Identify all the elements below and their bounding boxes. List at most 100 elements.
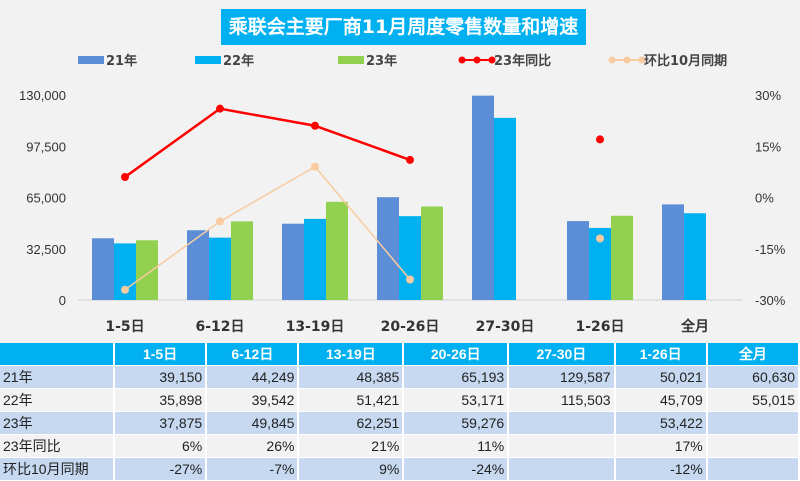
table-cell: 53,171 xyxy=(403,388,510,412)
row-label: 23年同比 xyxy=(0,434,115,458)
table-cell xyxy=(706,434,800,458)
bar-23年 xyxy=(326,201,348,300)
bar-22年 xyxy=(304,218,326,300)
legend-swatch xyxy=(78,56,104,64)
row-label xyxy=(0,343,115,366)
table-cell: -24% xyxy=(403,457,510,481)
data-table: 1-5日 6-12日 13-19日 20-26日 27-30日 1-26日 全月 21年 39,… xyxy=(0,343,800,481)
bar-22年 xyxy=(209,237,231,300)
table-cell xyxy=(706,457,800,481)
bar-22年 xyxy=(684,213,706,300)
point-环比10月同期 xyxy=(216,217,224,226)
x-tick-label: 6-12日 xyxy=(195,319,244,335)
legend-marker xyxy=(623,56,631,64)
table-cell: 37,875 xyxy=(114,411,208,435)
table-cell: 1-5日 xyxy=(114,343,208,366)
table-cell xyxy=(508,411,616,435)
table-cell: 21% xyxy=(298,434,405,458)
point-环比10月同期 xyxy=(596,234,604,243)
table-cell: 27-30日 xyxy=(508,343,616,366)
line-环比10月同期 xyxy=(124,165,411,291)
table-cell: 50,021 xyxy=(614,365,708,389)
point-环比10月同期 xyxy=(311,162,319,171)
bar-21年 xyxy=(472,95,494,300)
table-cell: 6-12日 xyxy=(206,343,300,366)
bar-23年 xyxy=(231,221,253,300)
table-cell: 45,709 xyxy=(614,388,708,412)
table-cell: 13-19日 xyxy=(298,343,405,366)
legend-marker xyxy=(473,56,481,64)
table-cell: 6% xyxy=(114,434,208,458)
table-cell xyxy=(706,411,800,435)
table-cell: 39,542 xyxy=(206,388,300,412)
table-cell: 26% xyxy=(206,434,300,458)
table-cell: 53,422 xyxy=(614,411,708,435)
point-23年同比 xyxy=(311,121,319,130)
table-row: 环比10月同期 -27% -7% 9% -24% -12% xyxy=(0,457,800,481)
legend-label: 21年 xyxy=(106,53,137,69)
x-tick-label: 1-26日 xyxy=(575,319,624,335)
table-cell: 49,845 xyxy=(206,411,300,435)
point-环比10月同期 xyxy=(121,285,129,294)
bar-22年 xyxy=(494,117,516,300)
chart-title: 乘联会主要厂商11月周度零售数量和增速 xyxy=(221,9,586,45)
table-cell: 20-26日 xyxy=(403,343,510,366)
table-cell: 11% xyxy=(403,434,510,458)
legend-marker xyxy=(638,56,646,64)
legend-label: 23年 xyxy=(366,53,397,69)
table-cell: 9% xyxy=(298,457,405,481)
table-cell: 39,150 xyxy=(114,365,208,389)
table-cell: 48,385 xyxy=(298,365,405,389)
legend-swatch xyxy=(195,56,221,64)
table-cell: 62,251 xyxy=(298,411,405,435)
table-cell xyxy=(508,434,616,458)
line-23年同比 xyxy=(124,107,411,179)
table-cell: -7% xyxy=(206,457,300,481)
table-cell: 65,193 xyxy=(403,365,510,389)
bar-23年 xyxy=(611,215,633,300)
bar-22年 xyxy=(399,216,421,300)
y-tick-label: 97,500 xyxy=(26,139,66,154)
point-23年同比 xyxy=(121,173,129,181)
table-cell: -12% xyxy=(614,457,708,481)
row-label: 环比10月同期 xyxy=(0,457,115,481)
legend-label: 22年 xyxy=(223,53,254,69)
y2-tick-label: -15% xyxy=(755,242,786,257)
table-header: 1-5日 6-12日 13-19日 20-26日 27-30日 1-26日 全月 xyxy=(0,343,800,366)
bar-21年 xyxy=(377,197,399,300)
bar-22年 xyxy=(589,227,611,300)
y2-tick-label: 15% xyxy=(755,139,781,154)
x-tick-label: 20-26日 xyxy=(381,319,440,335)
row-label: 22年 xyxy=(0,388,115,412)
y-tick-label: 130,000 xyxy=(19,88,66,103)
table-cell: 1-26日 xyxy=(614,343,708,366)
bar-23年 xyxy=(136,240,158,300)
chart: 0 32,500 65,000 97,500 130,000 -30% -15% 0% 15% 3… xyxy=(19,53,786,335)
legend-marker xyxy=(608,56,616,64)
bar-21年 xyxy=(282,223,304,300)
table-cell: 59,276 xyxy=(403,411,510,435)
legend-marker xyxy=(458,56,466,64)
legend-label: 23年同比 xyxy=(494,53,551,69)
table-cell: 60,630 xyxy=(706,365,800,389)
point-23年同比 xyxy=(406,155,414,164)
x-tick-label: 13-19日 xyxy=(286,319,345,335)
y-tick-label: 0 xyxy=(59,293,66,308)
table-cell: 115,503 xyxy=(508,388,616,412)
y2-tick-label: 30% xyxy=(755,88,781,103)
legend-label: 环比10月同期 xyxy=(644,53,727,69)
table-row: 23年 37,875 49,845 62,251 59,276 53,422 xyxy=(0,411,800,435)
point-23年同比 xyxy=(216,104,224,113)
x-tick-label: 1-5日 xyxy=(105,319,144,335)
bar-21年 xyxy=(662,204,684,300)
y-tick-label: 65,000 xyxy=(26,191,66,206)
table-cell: 全月 xyxy=(706,343,800,366)
legend-swatch xyxy=(338,56,364,64)
legend-marker xyxy=(488,56,496,64)
table-cell: 51,421 xyxy=(298,388,405,412)
point-23年同比 xyxy=(596,135,604,144)
bar-21年 xyxy=(567,221,589,300)
table-row: 22年 35,898 39,542 51,421 53,171 115,503 45,709… xyxy=(0,388,800,412)
row-label: 21年 xyxy=(0,365,115,389)
y2-tick-label: 0% xyxy=(755,191,774,206)
